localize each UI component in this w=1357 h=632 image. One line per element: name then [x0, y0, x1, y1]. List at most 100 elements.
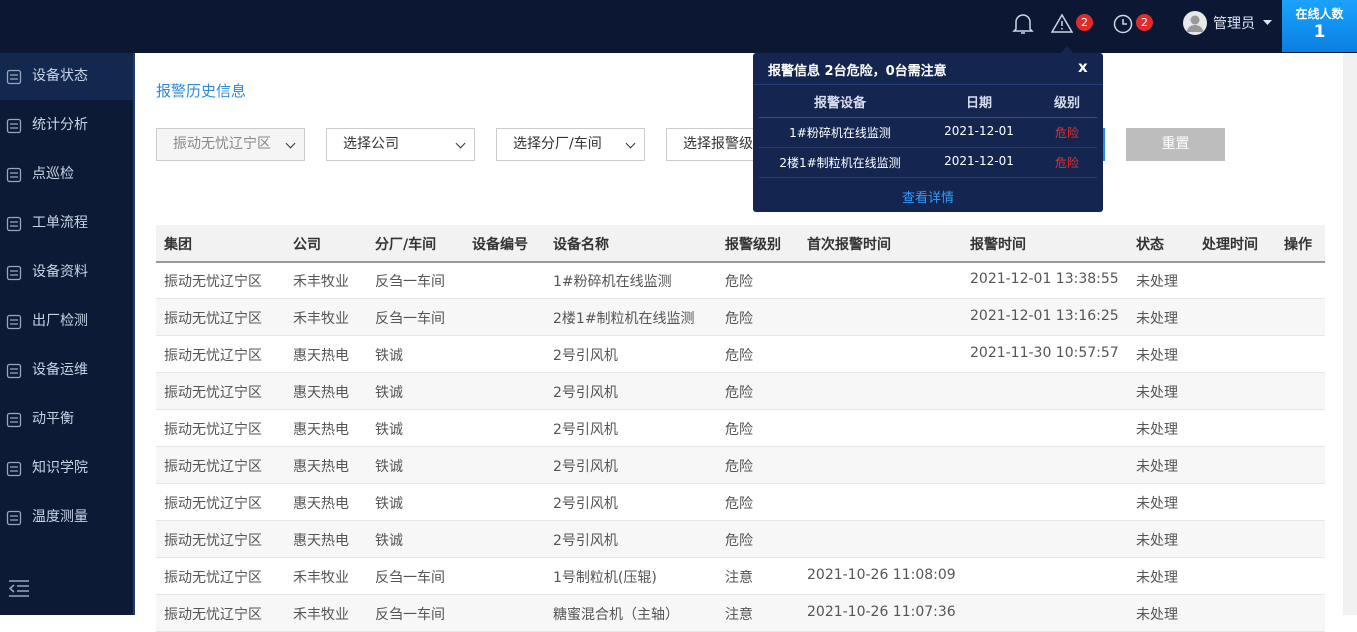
menu-label: 温度测量: [32, 509, 88, 525]
popup-close[interactable]: x: [1078, 58, 1088, 76]
alarm-icon[interactable]: [1051, 13, 1073, 33]
table-cell: 振动无忧辽宁区: [164, 274, 262, 290]
online-count: 1: [1313, 22, 1326, 42]
row-line: [156, 446, 1325, 447]
bell-icon[interactable]: [1012, 12, 1034, 36]
table-cell: 未处理: [1136, 533, 1178, 549]
row-stripe: [156, 447, 1325, 483]
avatar[interactable]: [1183, 11, 1207, 35]
menu-icon: [6, 167, 22, 183]
menu-item[interactable]: 设备资料: [0, 249, 133, 296]
table-cell: 危险: [725, 348, 753, 364]
alarm-badge: 2: [1076, 14, 1093, 31]
table-cell: 未处理: [1136, 422, 1178, 438]
table-cell: 振动无忧辽宁区: [164, 607, 262, 623]
table-cell: 糖蜜混合机（主轴）: [553, 607, 679, 623]
table-header: 处理时间: [1202, 237, 1258, 253]
menu-icon: [6, 69, 22, 85]
table-cell: 未处理: [1136, 311, 1178, 327]
menu-icon: [6, 461, 22, 477]
table-cell: 注意: [725, 607, 753, 623]
row-line: [156, 594, 1325, 595]
popup-cell: 2021-12-01: [944, 154, 1014, 168]
table-header: 分厂/车间: [375, 237, 437, 253]
table-cell: 铁诚: [375, 385, 403, 401]
menu-item[interactable]: 点巡检: [0, 151, 133, 198]
table-cell: 禾丰牧业: [293, 274, 349, 290]
table-header: 报警时间: [970, 237, 1026, 253]
table-cell: 铁诚: [375, 533, 403, 549]
menu-label: 设备状态: [32, 68, 88, 84]
table-cell: 未处理: [1136, 570, 1178, 586]
table-cell: 2021-12-01 13:16:25: [970, 308, 1119, 324]
filter-select[interactable]: 选择公司: [326, 128, 475, 161]
table-cell: 未处理: [1136, 496, 1178, 512]
menu-icon: [6, 363, 22, 379]
menu-item[interactable]: 知识学院: [0, 445, 133, 492]
table-cell: 未处理: [1136, 348, 1178, 364]
table-cell: 未处理: [1136, 459, 1178, 475]
caret: [1263, 20, 1272, 25]
filter-select[interactable]: 振动无忧辽宁区: [156, 128, 305, 161]
menu-item[interactable]: 出厂检测: [0, 298, 133, 345]
menu-icon: [6, 118, 22, 134]
table-cell: 2号引风机: [553, 348, 618, 364]
menu-label: 设备运维: [32, 362, 88, 378]
popup-divider: [753, 84, 1103, 85]
table-header: 设备名称: [553, 237, 609, 253]
table-header: 报警级别: [725, 237, 781, 253]
table-cell: 危险: [725, 533, 753, 549]
table-header: 集团: [164, 237, 192, 253]
table-cell: 铁诚: [375, 348, 403, 364]
row-stripe: [156, 299, 1325, 335]
row-line: [156, 409, 1325, 410]
table-cell: 2021-12-01 13:38:55: [970, 271, 1119, 287]
table-cell: 反刍一车间: [375, 274, 445, 290]
reset-button[interactable]: 重置: [1126, 128, 1225, 161]
history-icon[interactable]: [1112, 13, 1134, 35]
menu-item[interactable]: 工单流程: [0, 200, 133, 247]
header-line: [156, 261, 1325, 263]
row-line: [156, 520, 1325, 521]
menu-icon: [6, 265, 22, 281]
online-box: 在线人数 1: [1282, 0, 1357, 52]
row-line: [156, 557, 1325, 558]
popup-header: 级别: [1053, 96, 1081, 111]
table-cell: 1#粉碎机在线监测: [553, 274, 672, 290]
menu-label: 动平衡: [32, 411, 74, 427]
table-header: 状态: [1136, 237, 1164, 253]
table-cell: 危险: [725, 311, 753, 327]
menu-item[interactable]: 设备状态: [0, 53, 133, 100]
page: {"topbar":{"alarm_badge":"2","history_ba…: [0, 0, 1357, 615]
popup-cell: 2楼1#制粒机在线监测: [779, 156, 901, 170]
menu-item[interactable]: 动平衡: [0, 396, 133, 443]
menu-item[interactable]: 温度测量: [0, 494, 133, 541]
popup-header: 日期: [965, 96, 993, 111]
row-stripe: [156, 521, 1325, 557]
table-cell: 危险: [725, 385, 753, 401]
row-line: [156, 483, 1325, 484]
table-cell: 振动无忧辽宁区: [164, 348, 262, 364]
menu-label: 统计分析: [32, 117, 88, 133]
popup-divider: [759, 177, 1097, 178]
filter-select[interactable]: 选择分厂/车间: [496, 128, 645, 161]
table-cell: 注意: [725, 570, 753, 586]
table-cell: 未处理: [1136, 274, 1178, 290]
table-cell: 未处理: [1136, 385, 1178, 401]
table-cell: 未处理: [1136, 607, 1178, 623]
table-cell: 禾丰牧业: [293, 311, 349, 327]
table-header: 首次报警时间: [807, 237, 891, 253]
user-name[interactable]: 管理员: [1213, 16, 1255, 32]
collapse-icon[interactable]: [8, 579, 30, 597]
table-header-bg: [156, 225, 1325, 261]
menu-icon: [6, 412, 22, 428]
popup-divider: [759, 117, 1097, 118]
table-header: 操作: [1284, 237, 1312, 253]
popup-cell: 2021-12-01: [944, 124, 1014, 138]
table-cell: 危险: [725, 422, 753, 438]
popup-link[interactable]: 查看详情: [901, 191, 955, 206]
menu-item[interactable]: 统计分析: [0, 102, 133, 149]
sidebar: 设备状态统计分析点巡检 工单流程 设备资料 出厂检测设备运维动平衡知识学院温度测量: [0, 53, 135, 615]
row-line: [156, 372, 1325, 373]
menu-item[interactable]: 设备运维: [0, 347, 133, 394]
